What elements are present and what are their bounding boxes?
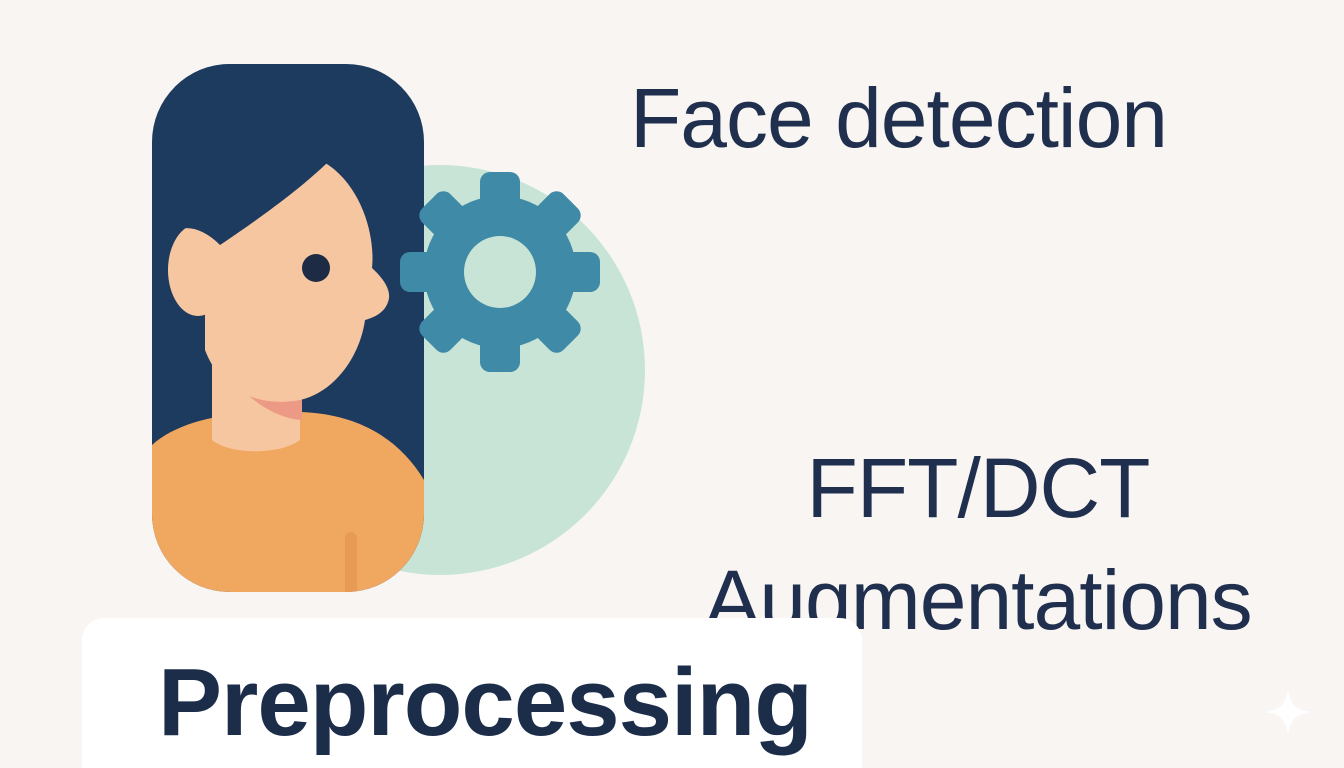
fft-dct-label: FFT/DCT [806,441,1151,535]
fft-augmentations-label: FFT/DCT Augmentations [668,432,1288,656]
page-title: Preprocessing [158,649,813,756]
title-card [82,618,862,768]
preprocessing-illustration [152,64,645,592]
gear-icon [400,172,600,372]
person-profile-icon [152,64,424,592]
sparkle-icon [1264,688,1312,736]
face-detection-label: Face detection [630,71,1168,165]
